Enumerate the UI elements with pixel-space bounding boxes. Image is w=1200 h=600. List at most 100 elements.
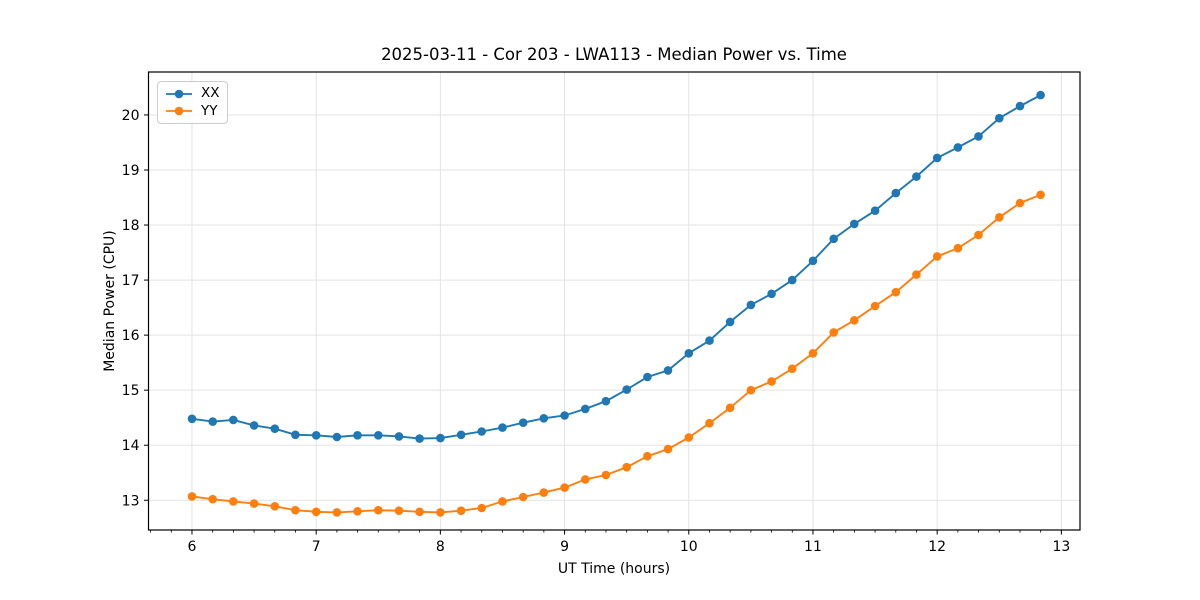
chart-title: 2025-03-11 - Cor 203 - LWA113 - Median P… xyxy=(381,45,847,64)
series-marker-xx xyxy=(705,336,714,345)
series-marker-yy xyxy=(581,475,590,484)
series-marker-yy xyxy=(705,418,714,428)
x-tick-label: 11 xyxy=(804,539,822,555)
series-marker-xx xyxy=(353,431,362,440)
y-tick-label: 15 xyxy=(122,383,140,399)
y-tick-label: 16 xyxy=(122,328,140,344)
series-marker-xx xyxy=(436,433,445,443)
series-marker-xx xyxy=(622,385,631,394)
x-tick-label: 13 xyxy=(1052,539,1070,555)
series-marker-yy xyxy=(891,287,901,297)
series-marker-yy xyxy=(353,507,362,516)
series-line-yy xyxy=(191,193,1041,514)
series-marker-xx xyxy=(995,113,1004,123)
series-marker-yy xyxy=(974,230,983,240)
series-marker-xx xyxy=(270,424,280,434)
legend-item-yy: YY xyxy=(165,102,227,119)
series-marker-yy xyxy=(767,377,776,386)
series-marker-xx xyxy=(684,349,694,358)
y-tick-label: 17 xyxy=(122,273,140,289)
series-marker-yy xyxy=(870,301,880,311)
series-marker-xx xyxy=(870,206,880,215)
legend-label-yy: YY xyxy=(201,102,218,119)
series-marker-xx xyxy=(539,414,549,423)
series-marker-xx xyxy=(663,366,673,375)
series-marker-yy xyxy=(1036,190,1045,200)
y-tick-label: 14 xyxy=(122,438,140,454)
legend-item-xx: XX xyxy=(165,85,227,101)
series-marker-xx xyxy=(725,317,735,327)
x-tick-label: 10 xyxy=(680,539,698,555)
series-marker-xx xyxy=(974,132,983,141)
series-marker-xx xyxy=(291,430,300,440)
series-marker-xx xyxy=(415,434,424,443)
y-tick-label: 13 xyxy=(122,493,140,509)
series-marker-xx xyxy=(829,234,838,244)
series-marker-yy xyxy=(415,507,424,517)
series-marker-yy xyxy=(622,462,631,472)
series-marker-xx xyxy=(953,143,963,152)
series-marker-xx xyxy=(560,411,569,420)
series-marker-yy xyxy=(249,499,259,508)
series-marker-yy xyxy=(498,497,507,506)
y-tick-label: 20 xyxy=(122,108,140,124)
y-axis-label: Median Power (CPU) xyxy=(102,230,118,372)
series-marker-yy xyxy=(229,497,238,506)
y-tick-label: 19 xyxy=(122,163,140,179)
series-marker-yy xyxy=(456,506,466,515)
series-marker-xx xyxy=(850,219,859,229)
series-marker-yy xyxy=(829,328,838,337)
series-marker-yy xyxy=(808,349,818,358)
line-marker-icon-xx xyxy=(166,89,192,99)
series-marker-yy xyxy=(932,252,942,261)
series-marker-xx xyxy=(208,417,217,426)
series-marker-xx xyxy=(581,404,590,414)
series-marker-yy xyxy=(560,483,569,492)
series-marker-xx xyxy=(311,431,321,440)
series-marker-xx xyxy=(229,415,238,425)
series-marker-xx xyxy=(498,423,507,432)
series-marker-xx xyxy=(767,289,776,299)
series-marker-yy xyxy=(684,433,694,442)
series-marker-xx xyxy=(332,432,342,442)
x-tick-label: 7 xyxy=(312,539,321,555)
series-marker-yy xyxy=(332,508,342,517)
x-axis-label: UT Time (hours) xyxy=(557,561,671,577)
series-marker-yy xyxy=(725,403,735,413)
series-marker-xx xyxy=(374,431,383,440)
series-marker-yy xyxy=(1015,198,1025,208)
y-tick-label: 18 xyxy=(122,218,140,234)
series-marker-xx xyxy=(1036,90,1045,100)
series-marker-xx xyxy=(787,275,797,285)
x-tick-label: 6 xyxy=(188,539,197,555)
x-tick-label: 9 xyxy=(560,539,569,555)
series-marker-yy xyxy=(663,444,673,454)
legend: XX YY xyxy=(157,81,228,124)
series-marker-yy xyxy=(311,507,321,517)
series-marker-yy xyxy=(953,243,963,253)
x-tick-label: 12 xyxy=(928,539,946,555)
series-marker-yy xyxy=(291,505,300,515)
series-marker-yy xyxy=(787,364,797,374)
x-tick-label: 8 xyxy=(436,539,445,555)
series-marker-yy xyxy=(374,505,383,515)
series-marker-xx xyxy=(394,432,404,441)
series-marker-xx xyxy=(477,427,487,436)
series-marker-yy xyxy=(270,502,280,511)
series-marker-yy xyxy=(643,451,652,461)
axes-spines xyxy=(147,71,1081,531)
series-marker-yy xyxy=(539,488,549,497)
series-marker-yy xyxy=(394,506,404,515)
series-marker-yy xyxy=(187,492,197,501)
legend-label-xx: XX xyxy=(201,85,220,101)
line-marker-icon-yy xyxy=(166,106,192,116)
series-marker-yy xyxy=(601,470,611,480)
series-marker-xx xyxy=(1015,101,1025,111)
series-marker-yy xyxy=(518,492,528,502)
series-marker-xx xyxy=(643,372,652,382)
series-marker-xx xyxy=(746,300,756,310)
series-marker-yy xyxy=(208,494,217,504)
series-marker-yy xyxy=(746,385,756,395)
